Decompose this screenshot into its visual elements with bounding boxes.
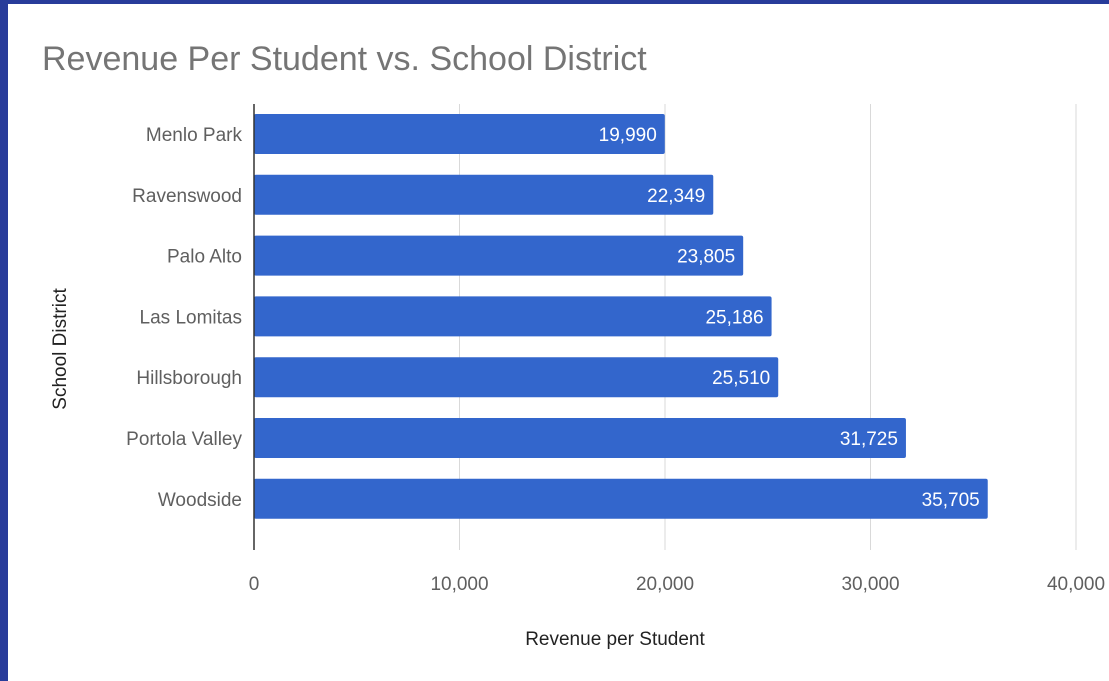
bar	[254, 296, 772, 337]
y-axis-title: School District	[50, 288, 71, 410]
data-label: 35,705	[922, 490, 980, 511]
bar	[254, 357, 779, 398]
category-label: Las Lomitas	[140, 307, 242, 328]
chart-title: Revenue Per Student vs. School District	[42, 40, 647, 78]
x-tick-label: 40,000	[1047, 574, 1105, 595]
x-tick-label: 10,000	[430, 574, 488, 595]
category-label: Palo Alto	[167, 247, 242, 268]
x-tick-label: 20,000	[636, 574, 694, 595]
bar	[254, 418, 906, 458]
chart-frame: Revenue Per Student vs. School District …	[8, 4, 1109, 681]
data-label: 22,349	[647, 186, 705, 207]
category-label: Hillsborough	[136, 368, 242, 389]
bar	[254, 174, 714, 215]
x-tick-label: 0	[249, 574, 260, 595]
bar	[254, 114, 665, 154]
category-label: Portola Valley	[126, 429, 242, 450]
category-label: Woodside	[158, 490, 242, 511]
category-label: Menlo Park	[146, 125, 243, 146]
bar	[254, 235, 744, 276]
data-label: 25,186	[705, 307, 763, 328]
x-tick-label: 30,000	[841, 574, 899, 595]
category-label: Ravenswood	[132, 186, 242, 207]
data-label: 19,990	[599, 125, 657, 146]
bar-chart: 19,990 22,349 23,805 25,186 25,510 31,725 35,7…	[50, 104, 1105, 650]
data-label: 31,725	[840, 429, 898, 450]
data-label: 23,805	[677, 247, 735, 268]
x-axis-title: Revenue per Student	[525, 629, 705, 650]
data-label: 25,510	[712, 368, 770, 389]
bar	[254, 478, 988, 519]
